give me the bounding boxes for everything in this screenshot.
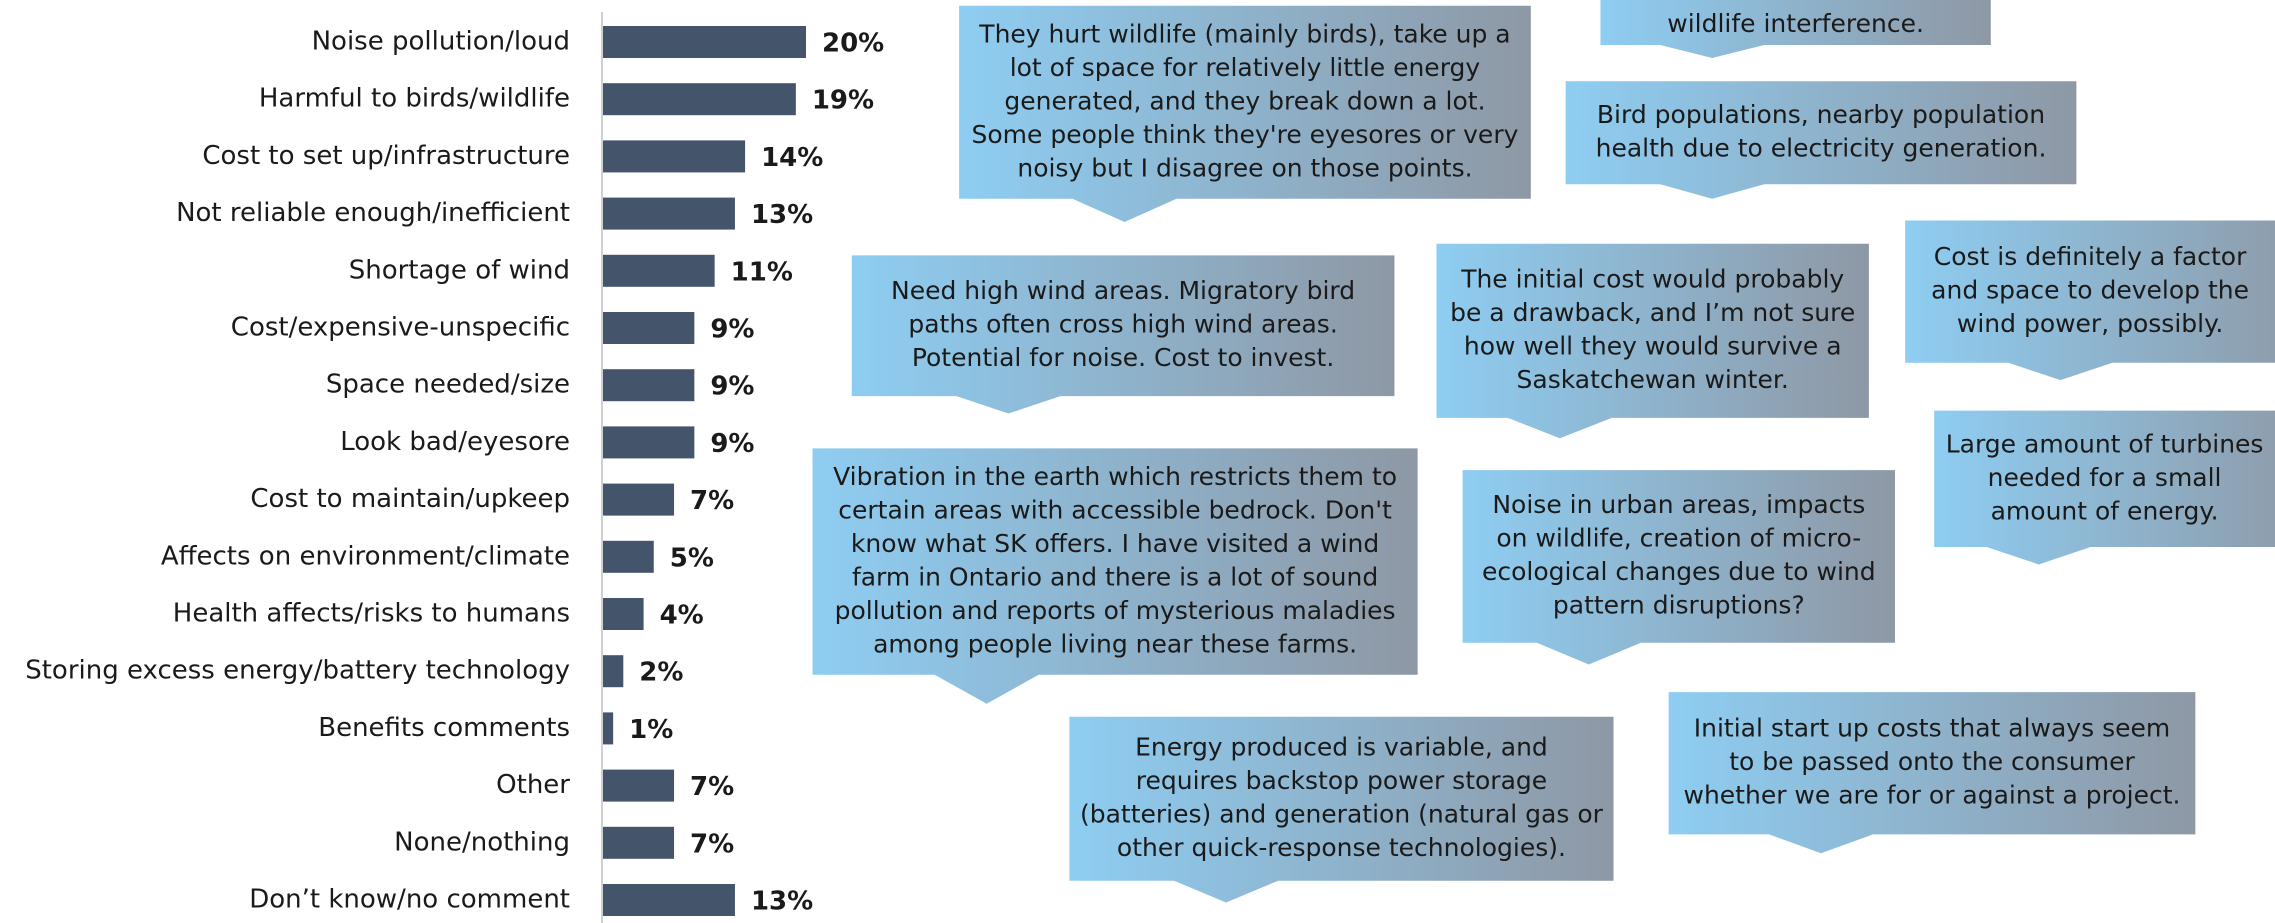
callout-text: pollution and reports of mysterious mala… (835, 596, 1396, 625)
callout-box (1436, 243, 1869, 439)
callout-box (1668, 692, 2196, 854)
value-label: 7% (690, 486, 734, 516)
value-label: 9% (710, 372, 754, 402)
callout-text: whether we are for or against a project. (1684, 781, 2181, 810)
callout-text: noisy but I disagree on those points. (1017, 153, 1472, 182)
bar (603, 712, 614, 745)
callout-box (812, 448, 1418, 704)
callout-text: needed for a small (1988, 463, 2222, 492)
bar (603, 254, 715, 287)
callout-text: ecological changes due to wind (1482, 557, 1876, 586)
callout-text: lot of space for relatively little energ… (1010, 53, 1481, 82)
callout-box (1905, 220, 2275, 381)
bar (603, 884, 735, 916)
category-label: Affects on environment/climate (161, 541, 570, 571)
callout-text: Vibration in the earth which restricts t… (833, 462, 1397, 491)
callout-text: wildlife interference. (1667, 9, 1924, 38)
callout-text: be a drawback, and I’m not sure (1450, 298, 1855, 327)
category-label: Space needed/size (326, 370, 570, 400)
category-label: Not reliable enough/inefficient (176, 198, 570, 228)
value-label: 9% (710, 429, 754, 459)
callout-text: among people living near these farms. (873, 629, 1357, 658)
bar (603, 769, 675, 802)
callout-text: Some people think they're eyesores or ve… (972, 120, 1519, 149)
callout-text: other quick-response technologies). (1117, 833, 1566, 862)
bar (603, 369, 695, 402)
category-label: Health affects/risks to humans (173, 599, 570, 629)
category-label: Look bad/eyesore (340, 427, 570, 457)
category-label: Cost to set up/infrastructure (202, 141, 570, 171)
bar (603, 312, 695, 344)
bar (603, 140, 746, 173)
callout-text: farm in Ontario and there is a lot of so… (852, 562, 1378, 591)
category-label: Don’t know/no comment (249, 885, 570, 915)
category-label: Harmful to birds/wildlife (259, 84, 570, 114)
callout-text: Large amount of turbines (1946, 429, 2264, 458)
callout-text: Bird populations, nearby population (1597, 100, 2045, 129)
callout-text: how well they would survive a (1464, 332, 1842, 361)
callout-text: on wildlife, creation of micro- (1496, 524, 1861, 553)
value-label: 13% (751, 887, 813, 917)
value-label: 11% (731, 257, 793, 287)
callout-text: Potential for noise. Cost to invest. (912, 343, 1335, 372)
callout-text: know what SK offers. I have visited a wi… (851, 529, 1379, 558)
callout-text: Energy produced is variable, and (1135, 733, 1548, 762)
callout-text: requires backstop power storage (1136, 766, 1547, 795)
category-label: Cost to maintain/upkeep (250, 484, 570, 514)
value-label: 20% (822, 29, 884, 59)
bar (603, 655, 624, 688)
category-label: None/nothing (394, 827, 570, 857)
value-label: 5% (670, 543, 714, 573)
callout-text: health due to electricity generation. (1596, 134, 2047, 163)
category-label: Cost/expensive-unspecific (231, 313, 570, 343)
value-label: 7% (690, 829, 734, 859)
value-label: 2% (639, 658, 683, 688)
callout-box (959, 5, 1531, 223)
callout-box (1069, 716, 1614, 903)
callout-text: Cost is definitely a factor (1934, 242, 2247, 271)
callout-text: amount of energy. (1991, 496, 2219, 525)
callout-text: wind power, possibly. (1957, 309, 2223, 338)
callout-text: pattern disruptions? (1553, 591, 1805, 620)
callout-text: Saskatchewan winter. (1517, 365, 1789, 394)
callout-text: to be passed onto the consumer (1729, 747, 2135, 776)
callout-text: certain areas with accessible bedrock. D… (838, 495, 1392, 524)
callout-box (1565, 81, 2077, 199)
value-label: 14% (761, 143, 823, 173)
callout-box (851, 255, 1395, 414)
bar (603, 426, 695, 459)
bar (603, 598, 644, 630)
category-label: Shortage of wind (349, 255, 570, 285)
callout-text: and space to develop the (1931, 276, 2249, 305)
callout-box (1600, 0, 1991, 59)
bar (603, 483, 675, 516)
value-label: 7% (690, 772, 734, 802)
category-label: Noise pollution/loud (312, 27, 570, 57)
bar (603, 826, 675, 859)
callout-text: paths often cross high wind areas. (908, 310, 1337, 339)
callout-text: generated, and they break down a lot. (1004, 86, 1485, 115)
bar (603, 540, 654, 573)
callout-text: (batteries) and generation (natural gas … (1080, 800, 1604, 829)
category-label: Other (496, 770, 570, 800)
callout-text: Need high wind areas. Migratory bird (891, 276, 1355, 305)
callout-text: The initial cost would probably (1460, 265, 1844, 294)
value-label: 9% (710, 315, 754, 345)
bar (603, 83, 796, 116)
callout-text: Initial start up costs that always seem (1694, 714, 2170, 743)
bar (603, 197, 735, 230)
bar (603, 26, 806, 58)
category-label: Storing excess energy/battery technology (25, 656, 570, 686)
value-label: 19% (812, 86, 874, 116)
category-label: Benefits comments (318, 713, 570, 743)
callout-box (1934, 410, 2275, 565)
callout-text: They hurt wildlife (mainly birds), take … (978, 19, 1510, 48)
callout-text: Noise in urban areas, impacts (1492, 490, 1865, 519)
value-label: 4% (660, 601, 704, 631)
callout-box (1462, 470, 1896, 665)
value-label: 13% (751, 200, 813, 230)
value-label: 1% (629, 715, 673, 745)
